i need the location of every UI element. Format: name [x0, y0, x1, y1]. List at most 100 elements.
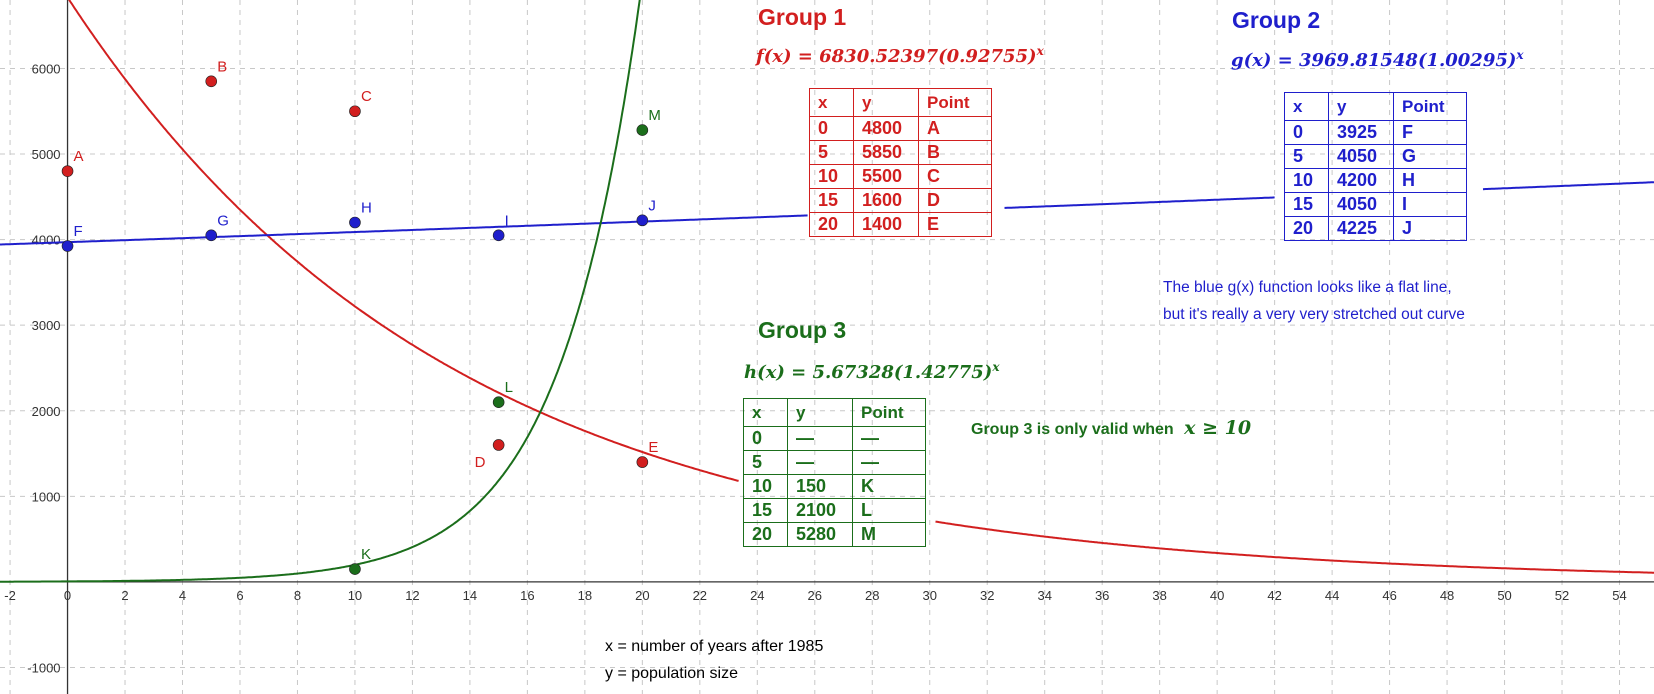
table-cell: 1600 [853, 188, 919, 213]
table-row: 5— — [743, 450, 926, 475]
x-tick-label: 20 [635, 588, 649, 603]
table-row: 10 5500 C [809, 164, 992, 189]
table-cell: M [852, 522, 926, 547]
group2-formula: g(x) = 3969.81548(1.00295)x [1231, 48, 1524, 71]
green-note: Group 3 is only valid when x ≥ 10 [971, 415, 1251, 443]
table-cell: 15 [1284, 192, 1329, 217]
group1-table: x y Point 0 4800 A 5 5850 B 10 5500 C 15 1600 D … [809, 88, 992, 237]
x-tick-label: -2 [4, 588, 16, 603]
group3-formula-text: h(x) = 5.67328(1.42775) [744, 362, 993, 383]
f-curve [68, 0, 1654, 574]
group2-table: x y Point 0 3925 F 5 4050 G 10 4200 H 15 4050 I … [1284, 92, 1467, 241]
table-row: 5 4050 G [1284, 144, 1467, 169]
table-cell: 4200 [1328, 168, 1394, 193]
point-label: B [217, 58, 227, 75]
point-label: K [361, 546, 371, 563]
table-cell: 0 [1284, 120, 1329, 145]
point-label: E [648, 439, 658, 456]
x-tick-label: 16 [520, 588, 534, 603]
x-tick-label: 12 [405, 588, 419, 603]
table-cell: E [918, 212, 992, 237]
table-cell: — [852, 426, 926, 451]
x-tick-label: 36 [1095, 588, 1109, 603]
x-tick-label: 8 [294, 588, 301, 603]
point-label: H [361, 199, 372, 216]
table-row: 5 5850 B [809, 140, 992, 165]
table-header: y [853, 88, 919, 117]
x-tick-label: 38 [1152, 588, 1166, 603]
table-cell: 5 [809, 140, 854, 165]
table-cell: A [918, 116, 992, 141]
x-tick-label: 48 [1440, 588, 1454, 603]
h-curve [0, 0, 641, 583]
x-tick-label: 44 [1325, 588, 1339, 603]
table-cell: I [1393, 192, 1467, 217]
group3-table: x y Point 0— — 5— — 10 150 K 15 2100 L 20 5280 M [743, 398, 926, 547]
point-label: M [648, 107, 661, 124]
x-tick-label: 24 [750, 588, 764, 603]
table-header: x [743, 398, 788, 427]
table-row: 20 5280 M [743, 522, 926, 547]
table-cell: F [1393, 120, 1467, 145]
table-cell: G [1393, 144, 1467, 169]
group1-title: Group 1 [758, 4, 847, 30]
table-cell: 10 [809, 164, 854, 189]
table-row: 15 2100 L [743, 498, 926, 523]
table-row: 0 3925 F [1284, 120, 1467, 145]
table-row: 10 150 K [743, 474, 926, 499]
point-I [492, 229, 505, 242]
table-cell: 5 [1284, 144, 1329, 169]
table-header-row: x y Point [809, 88, 992, 117]
table-cell: 4050 [1328, 192, 1394, 217]
point-label: L [505, 379, 513, 396]
group1-formula-text: f(x) = 6830.52397(0.92755) [756, 46, 1037, 67]
point-L [492, 396, 505, 408]
table-cell: B [918, 140, 992, 165]
y-tick-label: 5000 [32, 147, 61, 162]
table-header-row: x y Point [1284, 92, 1467, 121]
point-D [492, 439, 505, 451]
table-row: 15 1600 D [809, 188, 992, 213]
table-cell: 0 [743, 426, 788, 451]
table-cell: C [918, 164, 992, 189]
x-tick-label: 26 [808, 588, 822, 603]
table-cell: — [787, 426, 853, 451]
x-tick-label: 6 [236, 588, 243, 603]
point-label: A [74, 148, 84, 165]
table-row: 0— — [743, 426, 926, 451]
table-header: Point [918, 88, 992, 117]
table-cell: 0 [809, 116, 854, 141]
point-K [349, 563, 361, 575]
blue-note-line: but it's really a very very stretched ou… [1163, 306, 1465, 323]
group2-title: Group 2 [1232, 7, 1321, 33]
x-tick-label: 32 [980, 588, 994, 603]
x-tick-label: 0 [64, 588, 71, 603]
table-cell: 4050 [1328, 144, 1394, 169]
table-row: 0 4800 A [809, 116, 992, 141]
table-cell: 5 [743, 450, 788, 475]
x-tick-label: 2 [121, 588, 128, 603]
x-tick-label: 34 [1037, 588, 1051, 603]
x-tick-label: 50 [1497, 588, 1511, 603]
x-tick-label: 22 [693, 588, 707, 603]
point-E [636, 456, 649, 468]
x-tick-label: 30 [923, 588, 937, 603]
y-tick-label: 2000 [32, 404, 61, 419]
table-cell: J [1393, 216, 1467, 241]
x-tick-label: 42 [1267, 588, 1281, 603]
group2-formula-exponent: x [1516, 48, 1524, 62]
point-label: I [505, 212, 509, 229]
y-tick-label: -1000 [27, 660, 60, 675]
table-cell: 5500 [853, 164, 919, 189]
point-label: C [361, 88, 372, 105]
point-F [61, 240, 74, 252]
group3-formula-exponent: x [992, 360, 1000, 374]
table-cell: 1400 [853, 212, 919, 237]
x-tick-label: 10 [348, 588, 362, 603]
point-C [349, 105, 361, 118]
table-cell: — [852, 450, 926, 475]
table-header: x [1284, 92, 1329, 121]
point-label: J [648, 197, 656, 214]
point-B [205, 75, 218, 88]
